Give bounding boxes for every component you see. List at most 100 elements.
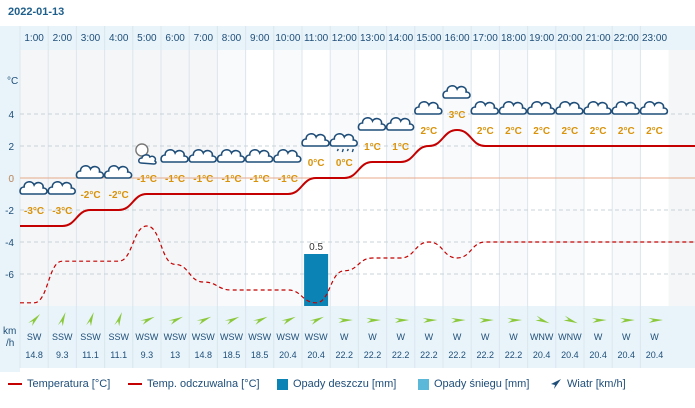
hour-label: 12:00 (332, 33, 357, 44)
wind-arrow-icon (648, 317, 663, 323)
legend: Temperatura [°C] Temp. odczuwalna [°C] O… (0, 372, 695, 398)
temperature-label: 2°C (533, 126, 550, 137)
wind-direction-label: W (396, 332, 405, 342)
wind-speed-label: 18.5 (251, 350, 269, 360)
cloud-shape (47, 181, 76, 195)
cloud-shape (329, 133, 358, 147)
wind-arrow-shape (478, 317, 494, 323)
wind-arrow-icon (591, 317, 607, 323)
wind-arrow-shape (337, 317, 353, 323)
y-tick-label: -4 (5, 238, 14, 249)
wind-speed-label: 22.2 (364, 350, 382, 360)
hour-label: 6:00 (165, 33, 185, 44)
cloud-shape (216, 149, 246, 163)
wind-direction-label: WSW (135, 332, 158, 342)
wind-arrow-shape (648, 317, 663, 323)
hour-label: 9:00 (250, 33, 270, 44)
y-tick-label: 4 (8, 110, 14, 121)
temperature-label: 1°C (364, 142, 381, 153)
cloud-icon (526, 101, 556, 115)
cloud-shape (301, 133, 330, 147)
cloud-icon (103, 165, 133, 179)
y-tick-label: 0 (8, 174, 14, 185)
hour-label: 23:00 (642, 33, 667, 44)
wind-direction-label: W (650, 332, 659, 342)
cloud-icon (357, 117, 387, 131)
wind-speed-label: 20.4 (307, 350, 325, 360)
cloud-icon (273, 149, 302, 163)
rain-value-label: 0.5 (309, 242, 323, 253)
wind-direction-label: WNW (530, 332, 554, 342)
cloud-icon (611, 101, 640, 115)
hour-label: 20:00 (557, 33, 582, 44)
wind-arrow-shape (309, 316, 324, 325)
y-tick-label: -6 (5, 270, 14, 281)
hour-label: 1:00 (24, 33, 44, 44)
cloud-shape (188, 149, 217, 163)
wind-arrow-shape (253, 316, 268, 325)
wind-speed-label: 14.8 (25, 350, 43, 360)
wind-direction-label: W (340, 332, 349, 342)
cloud-shape (160, 149, 189, 163)
wind-unit-bottom: /h (6, 338, 14, 349)
cloud-drizzle-icon (329, 133, 358, 153)
hour-label: 16:00 (445, 33, 470, 44)
temperature-label: -2°C (80, 190, 100, 201)
wind-direction-label: SSW (52, 332, 73, 342)
legend-temperature-swatch (8, 383, 22, 385)
temperature-label: 2°C (477, 126, 494, 137)
cloud-shape (75, 165, 105, 179)
cloud-icon (442, 85, 471, 99)
wind-arrow-icon (619, 317, 635, 323)
wind-direction-label: WSW (305, 332, 328, 342)
wind-speed-label: 9.3 (56, 350, 69, 360)
wind-speed-label: 20.4 (533, 350, 551, 360)
hour-label: 17:00 (473, 33, 498, 44)
temperature-label: -1°C (221, 174, 241, 185)
hour-label: 3:00 (81, 33, 101, 44)
cloud-icon (555, 101, 584, 115)
cloud-icon (639, 101, 669, 115)
drizzle-drop (346, 148, 349, 152)
wind-arrow-icon (253, 316, 268, 325)
legend-snow-swatch (418, 378, 429, 390)
wind-arrow-shape (168, 316, 183, 325)
cloud-shape (442, 85, 471, 99)
wind-unit-top: km (3, 326, 16, 337)
wind-arrow-shape (591, 317, 607, 323)
cloud-icon (244, 149, 274, 163)
cloud-shape (385, 117, 415, 131)
wind-arrow-shape (394, 317, 410, 323)
wind-arrow-shape (366, 317, 381, 323)
hour-label: 5:00 (137, 33, 157, 44)
legend-wind-arrow-icon (551, 379, 561, 389)
cloud-shape (138, 154, 157, 165)
hour-label: 10:00 (275, 33, 300, 44)
temperature-label: -3°C (24, 206, 44, 217)
temperature-label: 0°C (308, 158, 325, 169)
temperature-label: -1°C (165, 174, 185, 185)
temperature-label: 2°C (618, 126, 635, 137)
temperature-label: 2°C (562, 126, 579, 137)
wind-arrow-shape (507, 317, 522, 323)
y-tick-label: 0 (8, 174, 14, 185)
wind-arrow-icon (86, 312, 94, 327)
wind-speed-label: 20.4 (279, 350, 297, 360)
legend-wind-label: Wiatr [km/h] (567, 378, 626, 390)
legend-rain-label: Opady deszczu [mm] (293, 378, 397, 390)
cloud-shape (639, 101, 669, 115)
wind-arrow-shape (563, 315, 578, 324)
cloud-icon (19, 181, 48, 195)
wind-arrow-icon (309, 316, 324, 325)
wind-speed-label: 22.2 (392, 350, 410, 360)
feels-like-line (20, 225, 695, 304)
wind-direction-label: SW (27, 332, 42, 342)
wind-direction-label: W (622, 332, 631, 342)
hour-label: 8:00 (222, 33, 242, 44)
wind-speed-label: 20.4 (561, 350, 579, 360)
temperature-label: 1°C (392, 142, 409, 153)
wind-direction-label: WSW (164, 332, 187, 342)
wind-speed-label: 22.2 (420, 350, 438, 360)
temperature-label: 2°C (646, 126, 663, 137)
